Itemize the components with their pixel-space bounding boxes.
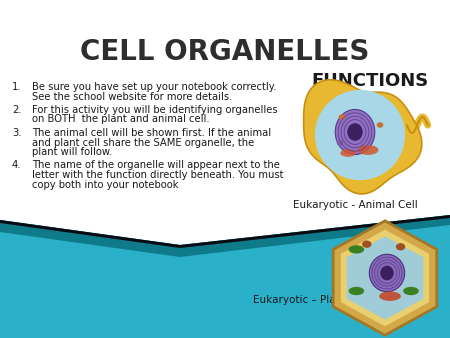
Polygon shape — [346, 236, 423, 320]
Text: 1.: 1. — [12, 82, 22, 92]
Text: letter with the function directly beneath. You must: letter with the function directly beneat… — [32, 170, 284, 180]
Polygon shape — [0, 215, 450, 257]
Text: FUNCTIONS: FUNCTIONS — [311, 72, 428, 90]
Text: copy both into your notebook: copy both into your notebook — [32, 179, 179, 190]
Text: on BOTH  the plant and animal cell.: on BOTH the plant and animal cell. — [32, 115, 210, 124]
Ellipse shape — [362, 241, 372, 248]
Polygon shape — [0, 215, 450, 248]
Polygon shape — [333, 221, 437, 335]
Polygon shape — [0, 215, 450, 338]
Text: Be sure you have set up your notebook correctly.: Be sure you have set up your notebook co… — [32, 82, 276, 92]
Polygon shape — [315, 90, 405, 180]
Ellipse shape — [379, 291, 401, 301]
Ellipse shape — [369, 254, 405, 292]
Text: See the school website for more details.: See the school website for more details. — [32, 92, 232, 101]
Text: 2.: 2. — [12, 105, 22, 115]
Ellipse shape — [403, 287, 419, 295]
Ellipse shape — [347, 123, 363, 141]
Text: For this activity you will be identifying organelles: For this activity you will be identifyin… — [32, 105, 278, 115]
Ellipse shape — [339, 114, 345, 120]
Ellipse shape — [377, 122, 383, 128]
Ellipse shape — [396, 243, 405, 250]
Ellipse shape — [349, 245, 364, 254]
Text: Eukaryotic - Animal Cell: Eukaryotic - Animal Cell — [292, 200, 418, 210]
Text: 3.: 3. — [12, 128, 22, 138]
Polygon shape — [341, 230, 429, 327]
Ellipse shape — [340, 149, 356, 157]
Text: Eukaryotic – Plant cell: Eukaryotic – Plant cell — [252, 295, 367, 305]
Ellipse shape — [335, 110, 375, 154]
Text: The name of the organelle will appear next to the: The name of the organelle will appear ne… — [32, 161, 280, 170]
Text: plant will follow.: plant will follow. — [32, 147, 112, 157]
Text: and plant cell share the SAME organelle, the: and plant cell share the SAME organelle,… — [32, 138, 254, 147]
Text: The animal cell will be shown first. If the animal: The animal cell will be shown first. If … — [32, 128, 271, 138]
Ellipse shape — [358, 145, 378, 155]
Polygon shape — [304, 80, 422, 194]
Text: 4.: 4. — [12, 161, 22, 170]
Ellipse shape — [337, 140, 343, 146]
Text: CELL ORGANELLES: CELL ORGANELLES — [80, 38, 370, 66]
Ellipse shape — [380, 266, 394, 280]
Ellipse shape — [349, 287, 364, 295]
